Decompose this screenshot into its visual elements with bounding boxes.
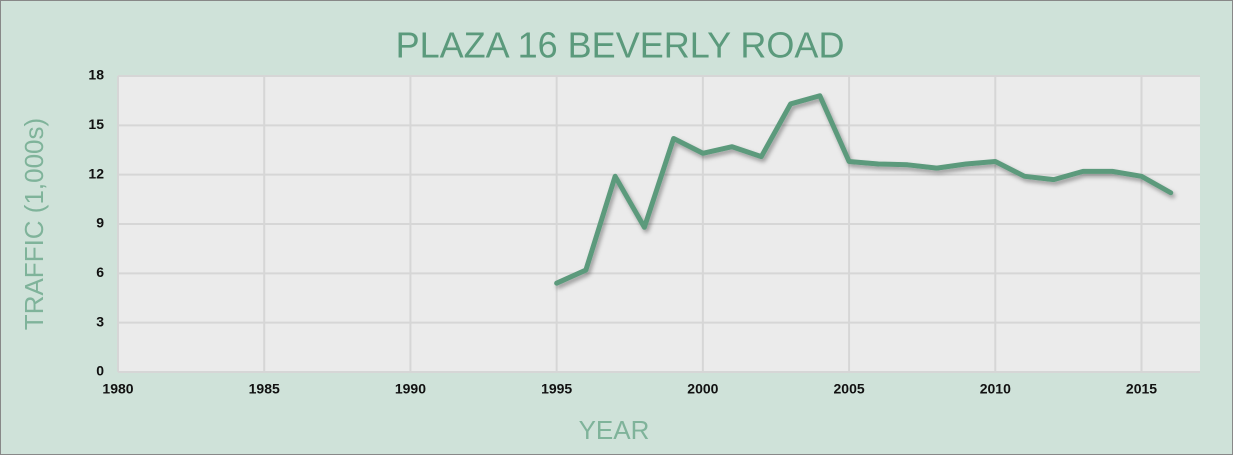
- y-tick-label: 0: [96, 363, 104, 379]
- y-tick-label: 9: [96, 215, 104, 231]
- y-tick-label: 18: [88, 67, 104, 83]
- x-tick-label: 1995: [541, 381, 572, 397]
- y-tick-label: 15: [88, 116, 104, 132]
- x-tick-label: 1990: [395, 381, 426, 397]
- x-tick-label: 2015: [1126, 381, 1157, 397]
- x-tick-label: 2005: [834, 381, 865, 397]
- y-tick-label: 12: [88, 165, 104, 181]
- x-axis-label: YEAR: [579, 415, 650, 445]
- y-tick-label: 6: [96, 264, 104, 280]
- y-tick-label: 3: [96, 313, 104, 329]
- x-tick-label: 2010: [980, 381, 1011, 397]
- x-tick-label: 2000: [687, 381, 718, 397]
- y-axis-label: TRAFFIC (1,000s): [19, 118, 49, 330]
- line: [554, 93, 1174, 286]
- x-tick-label: 1980: [102, 381, 133, 397]
- chart-title: PLAZA 16 BEVERLY ROAD: [396, 25, 845, 66]
- x-tick-label: 1985: [249, 381, 280, 397]
